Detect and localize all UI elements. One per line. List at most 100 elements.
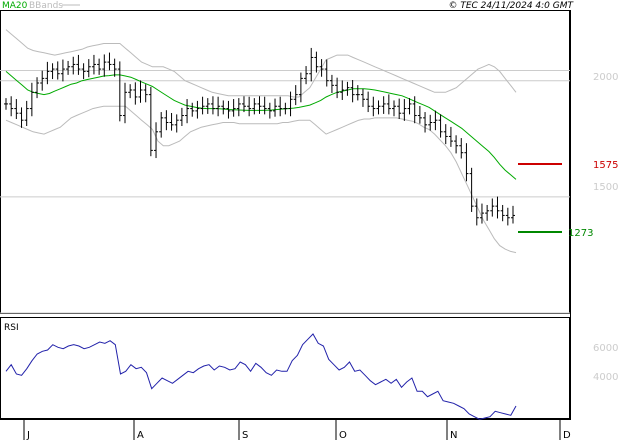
- price-bars: [4, 47, 515, 226]
- price-bar: [148, 86, 153, 157]
- price-bar: [485, 204, 490, 221]
- price-levels: 1575 1273: [518, 160, 618, 239]
- price-y-label: 1500: [593, 182, 618, 193]
- price-bar: [45, 61, 50, 85]
- bollinger-bands: [5, 29, 517, 254]
- price-bar: [76, 54, 81, 75]
- price-bar: [402, 99, 407, 121]
- price-bar: [241, 96, 246, 113]
- price-bar: [102, 54, 107, 77]
- price-bar: [179, 107, 184, 126]
- price-bar: [133, 82, 138, 105]
- price-bar: [216, 96, 221, 117]
- y-axis-ticks: 2000 1500 6000 4000: [593, 72, 618, 383]
- price-bar: [474, 198, 479, 226]
- x-tick-label: D: [563, 430, 571, 440]
- rsi-y-label: 6000: [593, 343, 618, 354]
- price-bar: [345, 81, 350, 96]
- price-bar: [490, 198, 495, 217]
- price-bar: [511, 205, 515, 224]
- price-bar: [397, 98, 402, 120]
- price-bar: [495, 196, 500, 219]
- price-bar: [4, 98, 8, 110]
- price-bar: [505, 207, 510, 226]
- price-bar: [278, 96, 283, 117]
- price-bar: [360, 88, 365, 107]
- price-bar: [273, 98, 278, 117]
- price-bar: [55, 61, 60, 80]
- price-bar: [469, 167, 474, 212]
- price-bar: [185, 99, 190, 124]
- bb-lower-line: [5, 105, 517, 254]
- price-y-label: 2000: [593, 72, 618, 83]
- price-bar: [392, 100, 397, 117]
- price-bar: [81, 63, 86, 80]
- price-bar: [355, 85, 360, 101]
- price-bar: [454, 135, 459, 154]
- price-bar: [128, 84, 133, 99]
- price-bar: [381, 96, 386, 114]
- price-bar: [500, 204, 505, 222]
- price-bar: [428, 114, 433, 131]
- price-bar: [195, 100, 200, 119]
- price-bar: [143, 84, 148, 103]
- price-bar: [122, 82, 127, 124]
- x-tick-label: S: [242, 430, 248, 440]
- price-bar: [138, 80, 143, 103]
- price-bar: [205, 98, 210, 114]
- price-bar: [66, 60, 71, 75]
- price-bar: [50, 63, 55, 80]
- price-bar: [164, 110, 169, 131]
- price-panel-frame: [0, 10, 570, 314]
- price-bar: [24, 100, 29, 126]
- price-bar: [174, 114, 179, 133]
- x-tick-label: J: [26, 430, 30, 440]
- price-bar: [9, 96, 14, 117]
- price-bar: [314, 51, 319, 73]
- rsi-y-label: 4000: [593, 372, 618, 383]
- price-bar: [71, 56, 76, 75]
- price-bar: [226, 100, 231, 119]
- price-bar: [262, 96, 267, 115]
- price-bar: [117, 61, 122, 122]
- price-bar: [324, 59, 329, 87]
- price-bar: [14, 99, 19, 120]
- price-bar: [159, 112, 164, 138]
- price-bar: [298, 72, 303, 103]
- price-bar: [221, 100, 226, 115]
- ma20-legend: MA20: [2, 1, 28, 11]
- price-bar: [86, 59, 91, 78]
- price-bar: [283, 102, 288, 115]
- price-bar: [433, 110, 438, 131]
- price-bar: [350, 79, 355, 103]
- ma20-line: [5, 71, 517, 180]
- x-tick-label: A: [137, 430, 144, 440]
- bb-upper-line: [5, 29, 517, 98]
- price-bar: [29, 82, 34, 117]
- price-bar: [309, 47, 314, 82]
- price-bar: [60, 59, 65, 82]
- price-bar: [91, 54, 96, 75]
- price-bar: [112, 58, 117, 77]
- bbands-legend: BBands: [29, 1, 63, 11]
- price-bar: [438, 114, 443, 138]
- price-bar: [329, 74, 334, 94]
- price-bar: [231, 99, 236, 117]
- price-bar: [479, 203, 484, 224]
- price-bar: [448, 126, 453, 147]
- rsi-line: [5, 333, 517, 420]
- x-tick-label: N: [450, 430, 457, 440]
- price-bar: [190, 102, 195, 117]
- price-bar: [236, 98, 241, 117]
- ma20-path: [5, 71, 517, 180]
- price-bar: [97, 58, 102, 75]
- price-bar: [200, 96, 205, 115]
- price-bar: [252, 98, 257, 115]
- price-bar: [247, 96, 252, 117]
- price-bar: [288, 91, 293, 117]
- price-bar: [366, 91, 371, 113]
- price-bar: [464, 143, 469, 182]
